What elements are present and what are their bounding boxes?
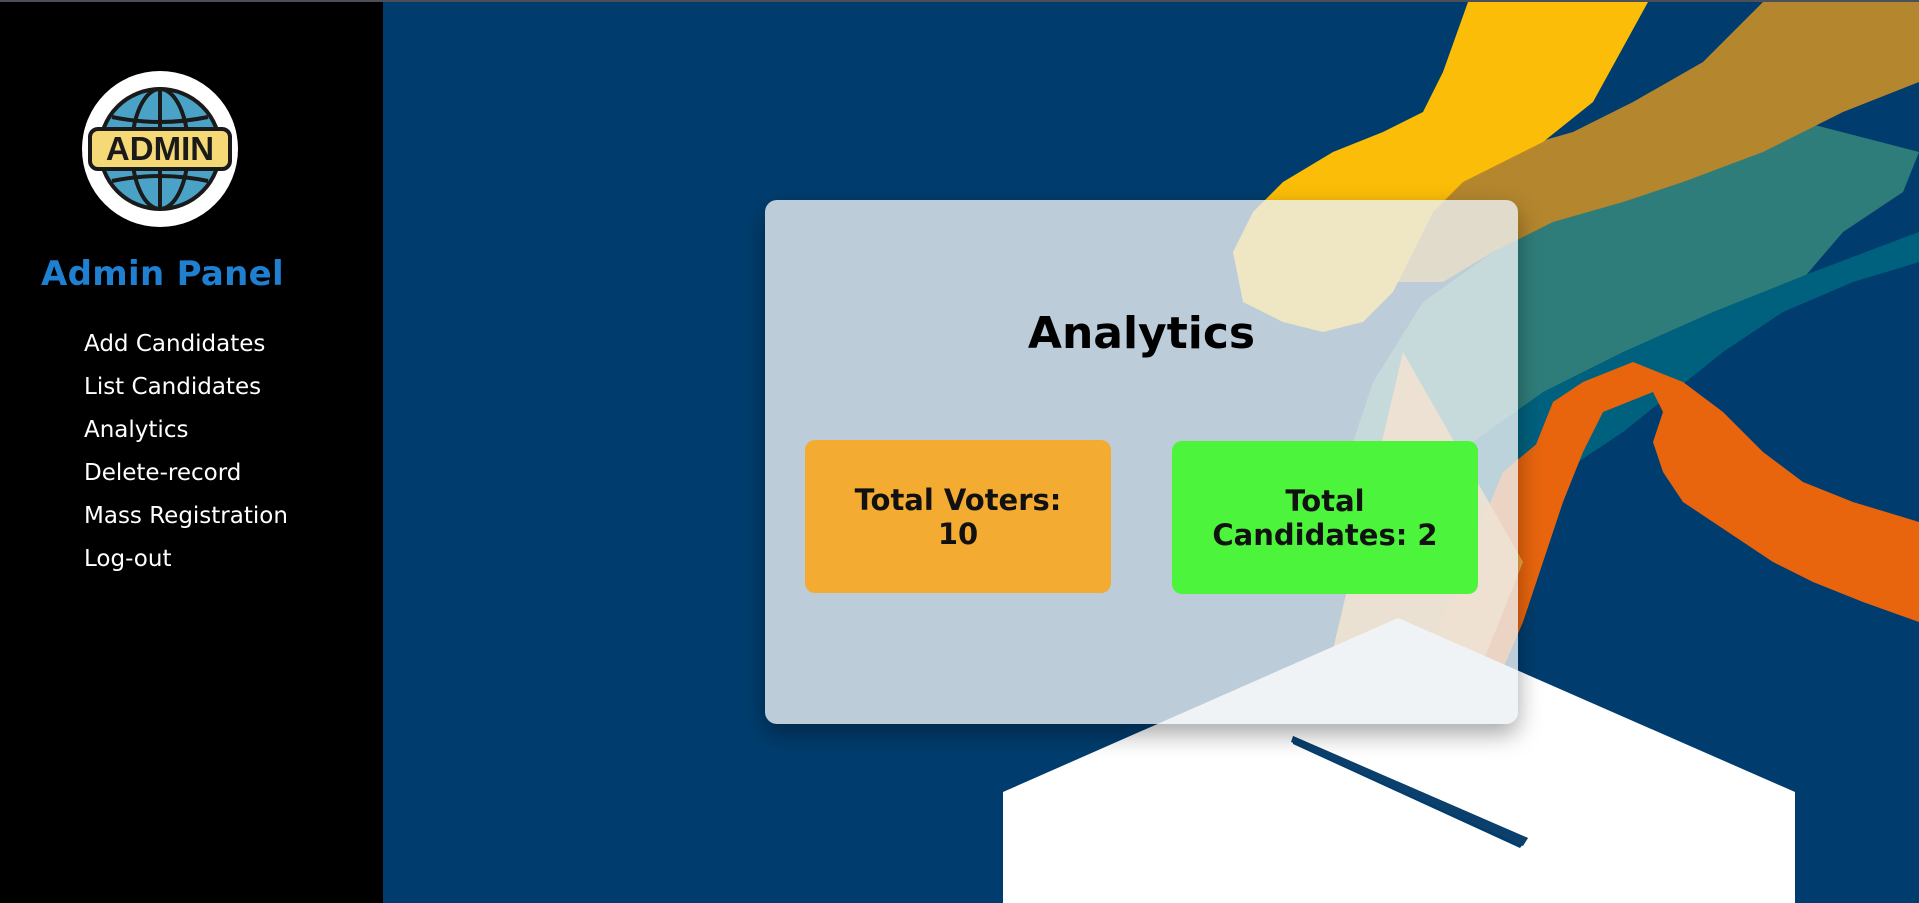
main-content: Analytics Total Voters: 10 Total Candida… xyxy=(383,2,1919,903)
admin-globe-logo-icon: ADMIN xyxy=(82,71,238,227)
nav-log-out[interactable]: Log-out xyxy=(84,546,172,572)
nav-analytics[interactable]: Analytics xyxy=(84,417,189,443)
analytics-title: Analytics xyxy=(1027,308,1256,359)
nav-add-candidates[interactable]: Add Candidates xyxy=(84,331,266,357)
sidebar: ADMIN Admin Panel Add Candidates List Ca… xyxy=(0,2,383,903)
nav-mass-registration[interactable]: Mass Registration xyxy=(84,503,288,529)
total-voters-label: Total Voters: xyxy=(854,482,1062,517)
sidebar-title: Admin Panel xyxy=(41,254,284,294)
sidebar-nav: Add Candidates List Candidates Analytics… xyxy=(84,324,288,582)
total-candidates-label: Total Candidates: xyxy=(1212,483,1408,552)
total-voters-card: Total Voters: 10 xyxy=(805,440,1111,593)
analytics-card: Analytics Total Voters: 10 Total Candida… xyxy=(765,200,1518,724)
total-voters-value: 10 xyxy=(937,516,979,551)
logo-text: ADMIN xyxy=(106,130,214,167)
total-candidates-value: 2 xyxy=(1417,517,1438,552)
nav-list-candidates[interactable]: List Candidates xyxy=(84,374,262,400)
nav-delete-record[interactable]: Delete-record xyxy=(84,460,242,486)
total-candidates-card: Total Candidates: 2 xyxy=(1172,441,1478,594)
